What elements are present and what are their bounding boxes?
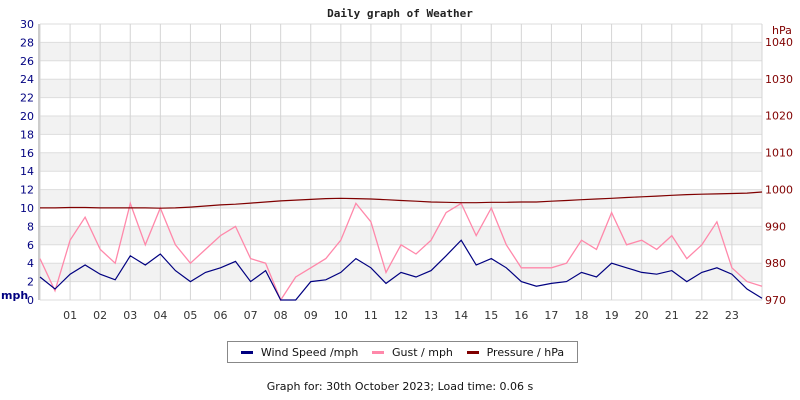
svg-text:990: 990: [765, 220, 786, 233]
pressure-swatch-icon: [466, 350, 479, 354]
svg-text:0: 0: [27, 294, 34, 307]
svg-text:20: 20: [635, 309, 649, 322]
svg-text:8: 8: [27, 220, 34, 233]
svg-text:15: 15: [484, 309, 498, 322]
svg-text:970: 970: [765, 294, 786, 307]
svg-text:04: 04: [153, 309, 167, 322]
svg-text:1020: 1020: [765, 110, 793, 123]
svg-text:16: 16: [20, 147, 34, 160]
svg-text:14: 14: [454, 309, 468, 322]
svg-text:21: 21: [665, 309, 679, 322]
svg-text:05: 05: [183, 309, 197, 322]
svg-text:1010: 1010: [765, 147, 793, 160]
svg-text:1040: 1040: [765, 36, 793, 49]
svg-text:1030: 1030: [765, 73, 793, 86]
svg-text:18: 18: [575, 309, 589, 322]
x-axis-ticks: 01 02 03 04 05 06 07 08 09 10 11 12 13 14 15 16 17 18 19 20…: [63, 309, 739, 322]
svg-text:06: 06: [214, 309, 228, 322]
legend-item-wind-speed: Wind Speed /mph: [240, 345, 359, 359]
svg-text:01: 01: [63, 309, 77, 322]
svg-text:03: 03: [123, 309, 137, 322]
weather-chart: Daily graph of Weather 02468101214161820…: [1, 7, 793, 322]
svg-text:24: 24: [20, 73, 34, 86]
svg-text:980: 980: [765, 257, 786, 270]
svg-text:6: 6: [27, 239, 34, 252]
svg-text:10: 10: [334, 309, 348, 322]
svg-text:12: 12: [394, 309, 408, 322]
legend-item-gust: Gust / mph: [372, 346, 453, 359]
svg-text:09: 09: [304, 309, 318, 322]
chart-legend: Wind Speed /mph Gust / mph Pressure / hP…: [227, 341, 578, 363]
svg-text:4: 4: [27, 257, 34, 270]
svg-text:16: 16: [514, 309, 528, 322]
svg-text:30: 30: [20, 18, 34, 31]
svg-text:22: 22: [20, 92, 34, 105]
legend-item-pressure: Pressure / hPa: [466, 345, 565, 359]
plot-gridlines: [38, 23, 763, 301]
svg-text:07: 07: [244, 309, 258, 322]
svg-text:20: 20: [20, 110, 34, 123]
gust-swatch-icon: [372, 350, 384, 354]
svg-text:14: 14: [20, 165, 34, 178]
svg-text:17: 17: [544, 309, 558, 322]
legend-label: Gust / mph: [392, 345, 453, 359]
svg-text:02: 02: [93, 309, 107, 322]
svg-text:26: 26: [20, 55, 34, 68]
svg-text:28: 28: [20, 36, 34, 49]
svg-text:22: 22: [695, 309, 709, 322]
svg-text:23: 23: [725, 309, 739, 322]
svg-text:2: 2: [27, 276, 34, 289]
graph-footer: Graph for: 30th October 2023; Load time:…: [266, 380, 534, 393]
chart-title: Daily graph of Weather: [327, 7, 473, 20]
svg-text:18: 18: [20, 128, 34, 141]
wind-speed-swatch-icon: [240, 350, 253, 354]
y-axis-right-ticks: 970 980 990 1000 1010 1020 1030 1040: [765, 36, 793, 307]
svg-text:13: 13: [424, 309, 438, 322]
svg-text:08: 08: [274, 309, 288, 322]
svg-text:1000: 1000: [765, 183, 793, 196]
legend-label: Wind Speed /mph: [260, 345, 359, 359]
y-axis-right-unit: hPa: [772, 24, 792, 37]
series-lines: [39, 191, 763, 302]
legend-label: Pressure / hPa: [486, 345, 565, 359]
y-axis-left-unit: mph: [1, 289, 28, 302]
svg-text:19: 19: [605, 309, 619, 322]
svg-text:12: 12: [20, 184, 34, 197]
svg-text:11: 11: [364, 309, 378, 322]
svg-text:10: 10: [20, 202, 34, 215]
